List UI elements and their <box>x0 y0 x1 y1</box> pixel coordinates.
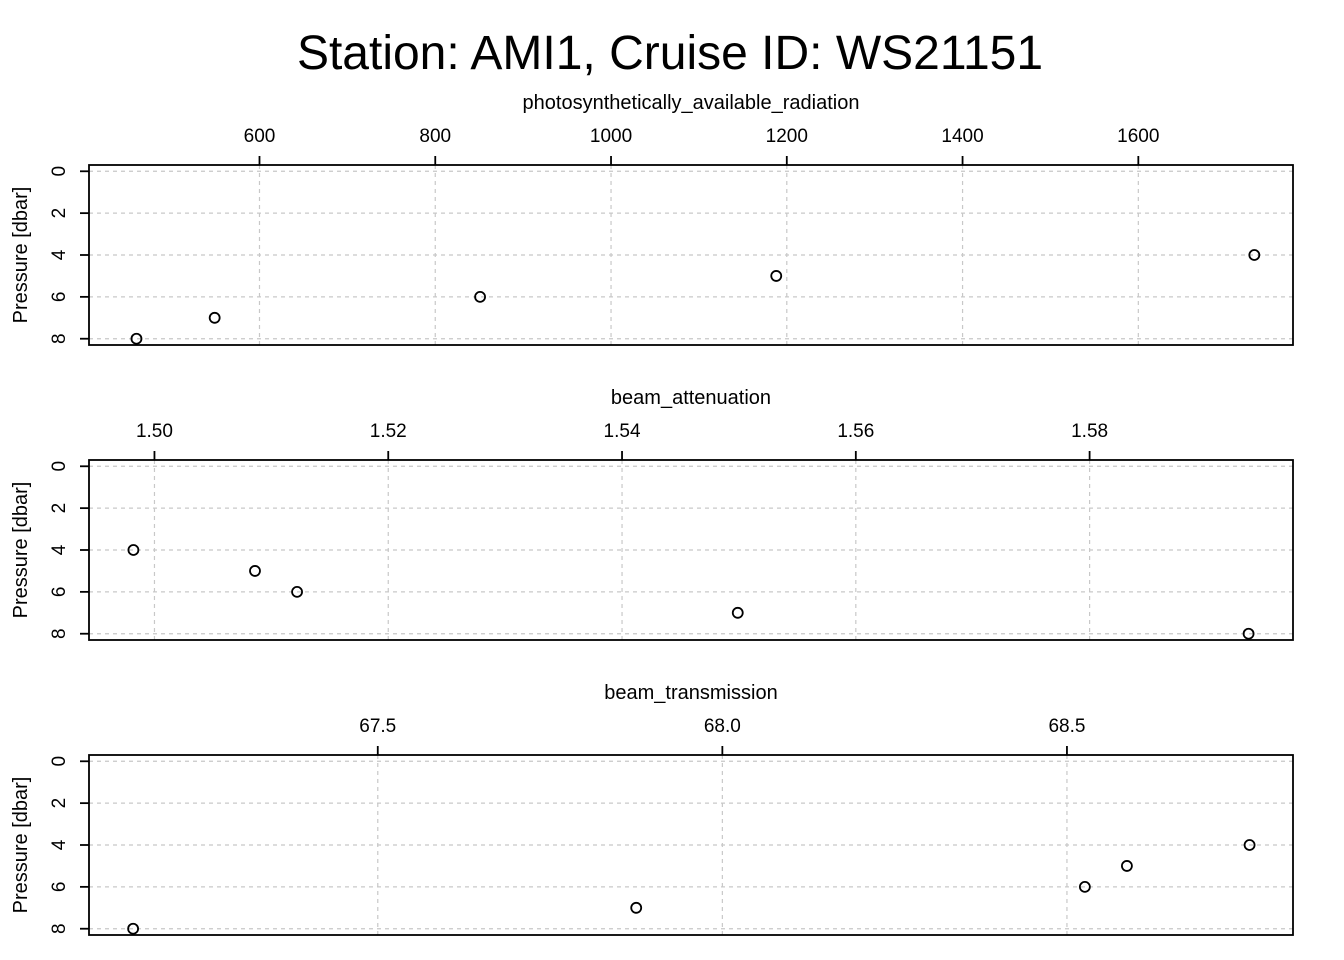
data-point <box>474 290 486 303</box>
y-tick-label: 8 <box>49 628 70 639</box>
x-axis-label: photosynthetically_available_radiation <box>523 92 860 114</box>
x-tick-label: 68.0 <box>704 716 741 737</box>
y-tick-label: 4 <box>49 249 70 260</box>
x-axis-label: beam_attenuation <box>611 387 771 409</box>
x-tick-label: 600 <box>244 126 276 147</box>
data-point <box>770 270 783 282</box>
y-tick-label: 2 <box>49 503 70 514</box>
x-tick-label: 1.54 <box>604 421 641 442</box>
data-point <box>208 311 221 324</box>
x-tick-label: 1400 <box>941 126 983 147</box>
x-tick-label: 67.5 <box>359 716 396 737</box>
y-tick-label: 6 <box>49 882 70 893</box>
x-tick-label: 68.5 <box>1048 716 1085 737</box>
y-tick-label: 6 <box>49 292 70 303</box>
data-point <box>127 922 140 935</box>
y-tick-label: 8 <box>49 333 70 344</box>
data-point <box>731 606 744 619</box>
data-point <box>291 585 303 598</box>
y-tick-label: 0 <box>49 756 70 767</box>
x-tick-label: 1.56 <box>837 421 874 442</box>
x-tick-label: 1200 <box>766 126 808 147</box>
y-axis-label: Pressure [dbar] <box>10 777 32 914</box>
data-point <box>1248 249 1261 261</box>
x-tick-label: 800 <box>419 126 451 147</box>
y-tick-label: 0 <box>49 166 70 177</box>
y-tick-label: 8 <box>49 923 70 934</box>
data-point <box>127 544 140 556</box>
y-tick-label: 4 <box>49 544 70 555</box>
x-tick-label: 1000 <box>590 126 632 147</box>
figure-title: Station: AMI1, Cruise ID: WS21151 <box>297 27 1043 80</box>
y-tick-label: 4 <box>49 839 70 850</box>
y-tick-label: 2 <box>49 208 70 219</box>
y-tick-label: 0 <box>49 461 70 472</box>
data-point <box>249 565 261 577</box>
x-tick-label: 1.50 <box>136 421 173 442</box>
y-tick-label: 2 <box>49 798 70 809</box>
y-tick-label: 6 <box>49 587 70 598</box>
data-point <box>1242 627 1255 640</box>
data-point <box>1078 880 1091 893</box>
y-axis-label: Pressure [dbar] <box>10 482 32 619</box>
y-axis-label: Pressure [dbar] <box>10 187 32 324</box>
x-tick-label: 1.58 <box>1071 421 1108 442</box>
data-point <box>1243 839 1256 851</box>
x-axis-label: beam_transmission <box>604 682 777 704</box>
panel-1: 600 800 1000 1200 1400 1600 photosynthetically… <box>10 92 1294 346</box>
data-point <box>130 332 143 345</box>
panel-2: 1.50 1.52 1.54 1.56 1.58 beam_attenuation 0 2 4 6… <box>10 387 1294 641</box>
x-tick-label: 1600 <box>1117 126 1159 147</box>
data-point <box>630 901 643 914</box>
data-point <box>1121 860 1133 872</box>
x-tick-label: 1.52 <box>370 421 407 442</box>
panel-3: 67.5 68.0 68.5 beam_transmission 0 2 4 6 8 Pressu… <box>10 682 1294 936</box>
panels: 600 800 1000 1200 1400 1600photosynthetically… <box>10 92 1294 936</box>
